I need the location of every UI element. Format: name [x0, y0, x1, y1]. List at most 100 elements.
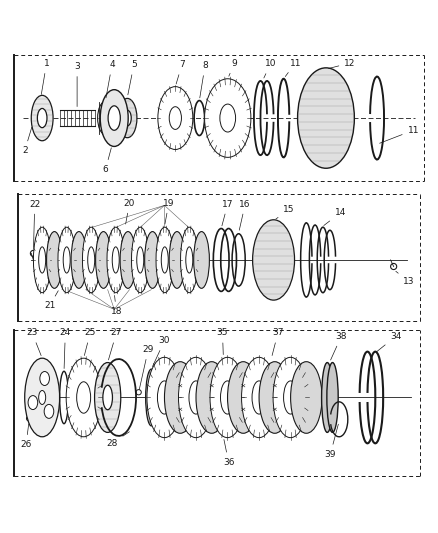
- Ellipse shape: [95, 231, 111, 288]
- Ellipse shape: [169, 107, 181, 130]
- Ellipse shape: [124, 110, 131, 126]
- Text: 38: 38: [331, 332, 347, 360]
- Ellipse shape: [131, 227, 149, 293]
- Text: 15: 15: [276, 205, 295, 219]
- Ellipse shape: [77, 382, 91, 413]
- Ellipse shape: [242, 357, 276, 438]
- Ellipse shape: [220, 381, 234, 414]
- Text: 19: 19: [163, 199, 174, 224]
- Ellipse shape: [165, 362, 196, 433]
- Ellipse shape: [37, 108, 47, 128]
- Ellipse shape: [283, 381, 297, 414]
- Ellipse shape: [112, 247, 119, 273]
- Ellipse shape: [327, 362, 338, 432]
- Text: 11: 11: [380, 126, 419, 143]
- Circle shape: [136, 390, 141, 395]
- Text: 16: 16: [239, 199, 251, 230]
- Text: 24: 24: [60, 328, 71, 368]
- Text: 18: 18: [111, 295, 122, 316]
- Ellipse shape: [196, 362, 227, 433]
- Ellipse shape: [259, 362, 290, 433]
- Ellipse shape: [58, 227, 75, 293]
- Ellipse shape: [28, 395, 38, 409]
- Text: 6: 6: [102, 148, 111, 174]
- Text: 17: 17: [222, 199, 233, 226]
- Ellipse shape: [40, 372, 49, 385]
- Text: 27: 27: [109, 328, 122, 360]
- Text: 4: 4: [106, 60, 115, 98]
- Text: 20: 20: [124, 199, 135, 224]
- Text: 10: 10: [264, 59, 276, 78]
- Text: 25: 25: [85, 328, 96, 356]
- Ellipse shape: [253, 220, 294, 300]
- Text: 22: 22: [29, 199, 40, 247]
- Text: 35: 35: [217, 328, 228, 354]
- Ellipse shape: [39, 247, 46, 273]
- Ellipse shape: [33, 227, 51, 293]
- Ellipse shape: [321, 362, 333, 432]
- Text: 28: 28: [106, 432, 129, 448]
- Text: 8: 8: [200, 61, 208, 98]
- Text: 26: 26: [20, 424, 32, 449]
- Ellipse shape: [108, 106, 120, 130]
- Ellipse shape: [137, 247, 144, 273]
- Text: 13: 13: [396, 271, 415, 286]
- Text: 34: 34: [376, 332, 402, 352]
- Ellipse shape: [186, 247, 193, 273]
- Ellipse shape: [290, 362, 322, 433]
- Circle shape: [30, 251, 36, 256]
- Ellipse shape: [71, 231, 87, 288]
- Ellipse shape: [66, 358, 101, 437]
- Ellipse shape: [145, 231, 160, 288]
- Ellipse shape: [95, 362, 121, 432]
- Text: 36: 36: [223, 440, 234, 466]
- Text: 2: 2: [22, 127, 32, 155]
- Text: 21: 21: [44, 290, 58, 310]
- Text: 14: 14: [324, 208, 346, 225]
- Ellipse shape: [252, 381, 266, 414]
- Ellipse shape: [297, 68, 354, 168]
- Text: 29: 29: [139, 345, 154, 390]
- Ellipse shape: [44, 405, 54, 418]
- Text: 23: 23: [26, 328, 41, 356]
- Text: 11: 11: [285, 59, 301, 77]
- Ellipse shape: [227, 362, 259, 433]
- Circle shape: [26, 416, 32, 421]
- Ellipse shape: [39, 391, 46, 405]
- Ellipse shape: [220, 104, 236, 132]
- Ellipse shape: [157, 381, 171, 414]
- Ellipse shape: [107, 227, 124, 293]
- Text: 37: 37: [272, 328, 284, 356]
- Ellipse shape: [156, 227, 173, 293]
- Ellipse shape: [120, 231, 136, 288]
- Ellipse shape: [205, 79, 251, 157]
- Ellipse shape: [82, 227, 100, 293]
- Ellipse shape: [210, 357, 245, 438]
- Ellipse shape: [100, 90, 128, 147]
- Ellipse shape: [31, 95, 53, 141]
- Circle shape: [391, 263, 397, 270]
- Ellipse shape: [146, 369, 157, 426]
- Ellipse shape: [179, 357, 213, 438]
- Ellipse shape: [273, 357, 308, 438]
- Ellipse shape: [63, 247, 70, 273]
- Ellipse shape: [189, 381, 203, 414]
- Text: 5: 5: [128, 60, 137, 95]
- Text: 1: 1: [41, 59, 49, 94]
- Ellipse shape: [158, 87, 193, 149]
- Ellipse shape: [88, 247, 95, 273]
- Text: 30: 30: [152, 336, 170, 367]
- Ellipse shape: [147, 357, 182, 438]
- Ellipse shape: [161, 247, 168, 273]
- Text: 9: 9: [229, 59, 237, 76]
- Ellipse shape: [180, 227, 198, 293]
- Ellipse shape: [169, 231, 185, 288]
- Text: 39: 39: [325, 424, 338, 459]
- Ellipse shape: [194, 231, 209, 288]
- Text: 12: 12: [328, 59, 356, 68]
- Ellipse shape: [118, 99, 137, 138]
- Text: 7: 7: [176, 60, 185, 84]
- Ellipse shape: [25, 358, 60, 437]
- Ellipse shape: [46, 231, 62, 288]
- Text: 3: 3: [74, 62, 80, 107]
